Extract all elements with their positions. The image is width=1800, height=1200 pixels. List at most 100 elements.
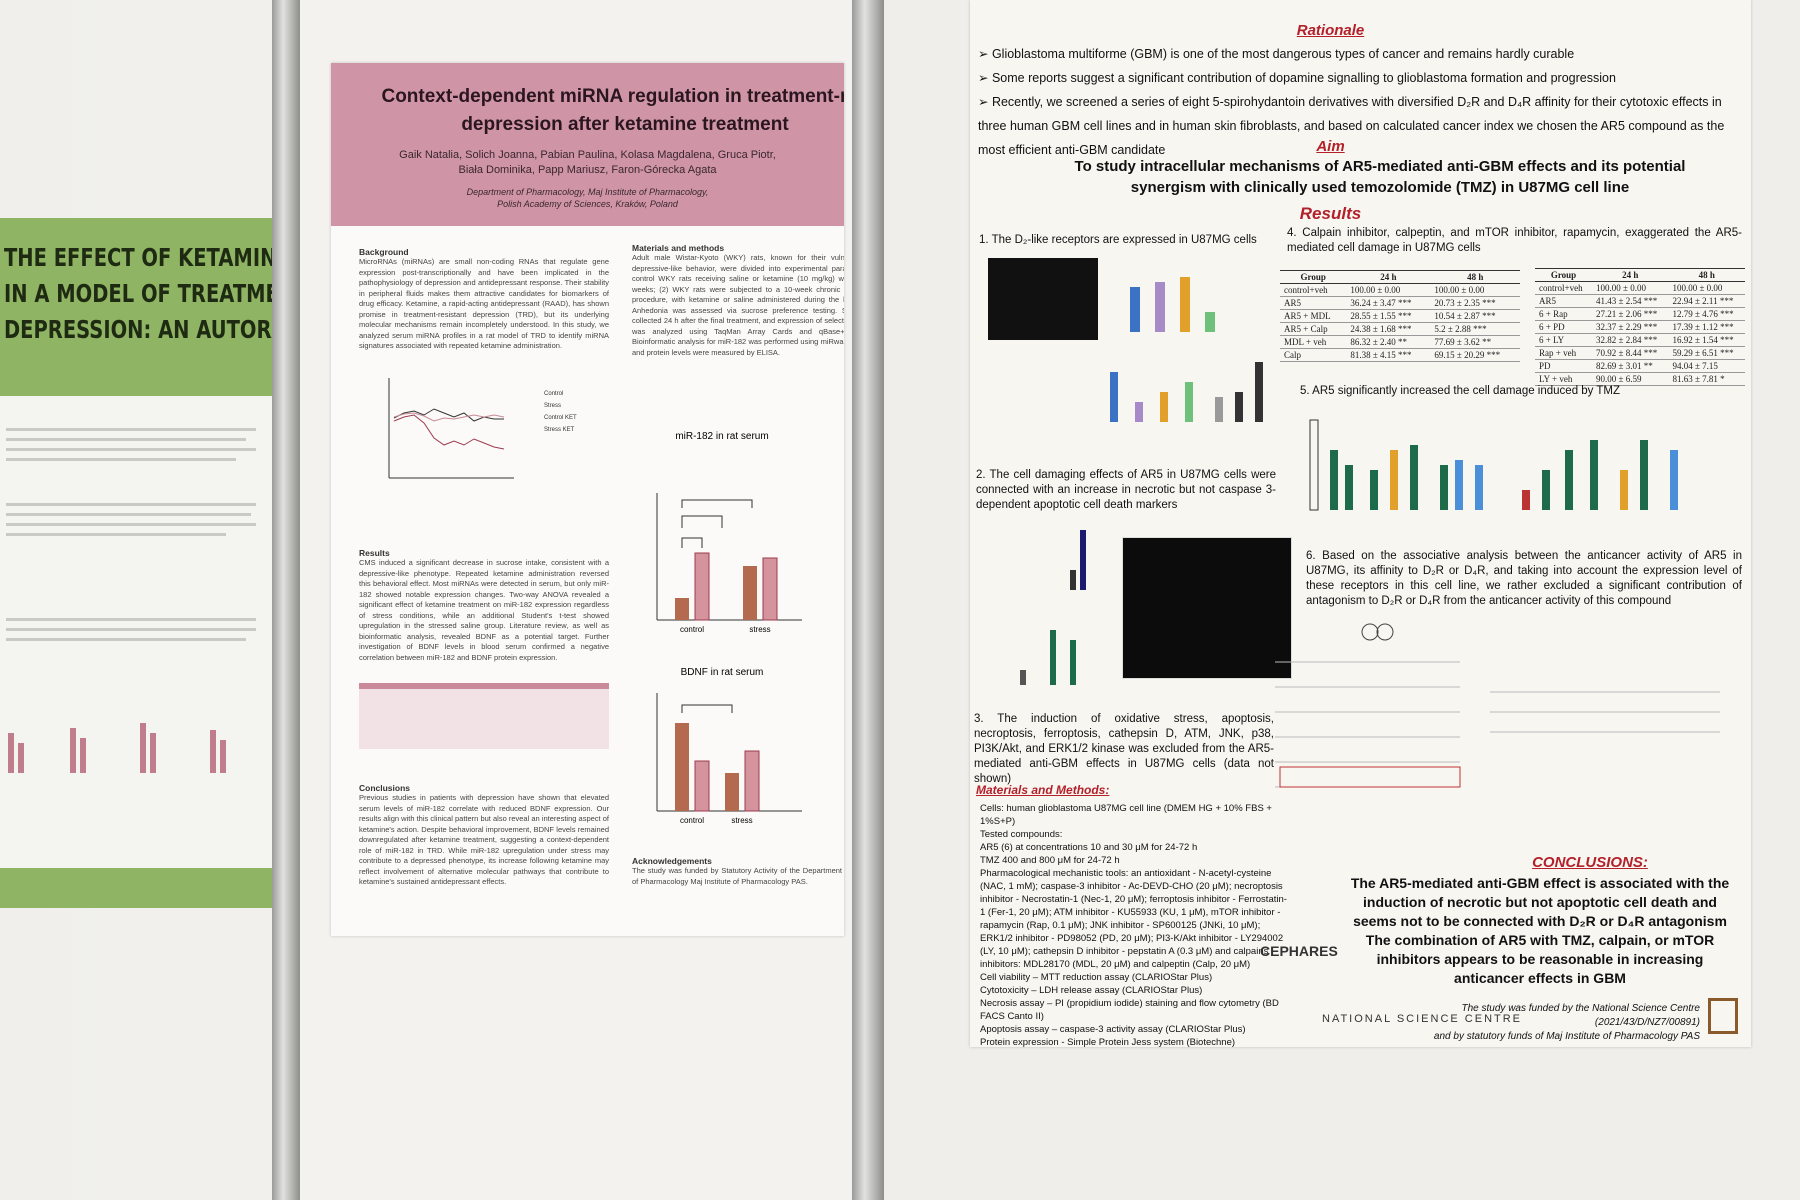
- section: Results CMS induced a significant decrea…: [359, 548, 609, 663]
- table-cell: 82.69 ± 3.01 **: [1592, 359, 1669, 373]
- aim-text: To study intracellular mechanisms of AR5…: [1074, 158, 1686, 196]
- figure: [1275, 623, 1720, 788]
- data-table: Group 24 h 48 h control+veh 100.00 ± 0.00 100…: [1280, 270, 1520, 362]
- section: Conclusions Previous studies in patients…: [359, 783, 609, 888]
- poster-title: Context-dependent miRNA regulation in tr…: [345, 83, 844, 139]
- title-line: IN A MODEL OF TREATMENT: [4, 279, 272, 308]
- text-line: Cytotoxicity – LDH release assay (CLARIO…: [980, 985, 1203, 996]
- figure: [1020, 530, 1086, 685]
- group-label: control: [680, 816, 704, 825]
- section-heading: Aim: [1316, 138, 1345, 155]
- chart-title: miR-182 in rat serum: [675, 431, 769, 442]
- table-cell: 81.63 ± 7.81 *: [1668, 372, 1745, 386]
- section-heading: Materials and Methods:: [976, 783, 1110, 797]
- section-text: MicroRNAs (miRNAs) are small non-coding …: [359, 257, 609, 350]
- result-item: 5. AR5 significantly increased the cell …: [1300, 385, 1621, 397]
- legend-label: Control KET: [544, 415, 577, 421]
- text-line: Pharmacological mechanistic tools: an an…: [980, 868, 1287, 970]
- text-line: Protein expression - Simple Protein Jess…: [980, 1037, 1236, 1047]
- result-item: 6. Based on the associative analysis bet…: [1306, 550, 1742, 607]
- table-cell: 59.29 ± 6.51 ***: [1668, 346, 1745, 360]
- table-cell: 17.39 ± 1.12 ***: [1668, 320, 1745, 334]
- funding: The study was funded by the National Sci…: [1410, 1002, 1700, 1044]
- table-cell: 100.00 ± 0.00: [1430, 283, 1520, 297]
- table-cell: 32.37 ± 2.29 ***: [1592, 320, 1669, 334]
- line-chart: Control Stress Control KET Stress KET: [388, 378, 577, 479]
- table-cell: 6 + LY: [1535, 333, 1592, 347]
- microscopy-image: [1122, 537, 1292, 679]
- poster-header: [331, 63, 844, 226]
- section-heading: Background: [359, 247, 409, 257]
- frame-post: [272, 0, 300, 1200]
- table-cell: 70.92 ± 8.44 ***: [1592, 346, 1669, 360]
- text-line: Recently, we screened a series of eight …: [978, 90, 1738, 162]
- title-line: DEPRESSION: AN AUTORADIOG: [4, 315, 272, 344]
- table-cell: 36.24 ± 3.47 ***: [1346, 296, 1431, 310]
- table-cell: AR5 + Calp: [1280, 322, 1347, 336]
- conclusions: The AR5-mediated anti-GBM effect is asso…: [1340, 874, 1740, 988]
- table-cell: 10.54 ± 2.87 ***: [1430, 309, 1520, 323]
- text-line: The AR5-mediated anti-GBM effect is asso…: [1350, 875, 1730, 929]
- table-cell: Calp: [1280, 348, 1347, 362]
- header-cell: 48 h: [1430, 270, 1520, 284]
- bar-chart: control stress: [656, 493, 802, 634]
- section-text: CMS induced a significant decrease in su…: [359, 558, 609, 662]
- table-cell: 5.2 ± 2.88 ***: [1430, 322, 1520, 336]
- table-cell: 12.79 ± 4.76 ***: [1668, 307, 1745, 321]
- result-item: 2. The cell damaging effects of AR5 in U…: [976, 469, 1276, 511]
- table-cell: 28.55 ± 1.55 ***: [1346, 309, 1431, 323]
- table-cell: AR5: [1280, 296, 1347, 310]
- section: Background MicroRNAs (miRNAs) are small …: [359, 247, 609, 352]
- data-table: Group 24 h 48 h control+veh 100.00 ± 0.00 100…: [1535, 268, 1745, 386]
- table-row: AR5 41.43 ± 2.54 *** 22.94 ± 2.11 ***: [1535, 294, 1745, 308]
- section-heading: Conclusions: [359, 783, 411, 793]
- header-cell: 48 h: [1668, 268, 1745, 282]
- bullets: Glioblastoma multiforme (GBM) is one of …: [978, 42, 1738, 162]
- legend-label: Stress: [544, 403, 561, 409]
- affiliation: Department of Pharmacology, Maj Institut…: [331, 186, 844, 210]
- header-cell: 24 h: [1346, 270, 1431, 284]
- text-line: Tested compounds:: [980, 829, 1063, 840]
- table-header: Group 24 h 48 h: [1280, 270, 1520, 284]
- section: Acknowledgements The study was funded by…: [632, 856, 842, 887]
- text-line: Biała Dominika, Papp Mariusz, Faron-Góre…: [458, 164, 717, 176]
- text-line: Department of Pharmacology, Maj Institut…: [466, 187, 709, 197]
- header-cell: 24 h: [1592, 268, 1669, 282]
- result-item: 3. The induction of oxidative stress, ap…: [974, 713, 1274, 785]
- methods-text: Cells: human glioblastoma U87MG cell lin…: [980, 802, 1290, 1047]
- result-item: 4. Calpain inhibitor, calpeptin, and mTO…: [1287, 227, 1742, 254]
- header-cell: Group: [1535, 268, 1592, 282]
- table-cell: 100.00 ± 0.00: [1592, 281, 1669, 295]
- section-heading: Rationale: [1296, 22, 1365, 39]
- table-row: control+veh 100.00 ± 0.00 100.00 ± 0.00: [1535, 281, 1745, 295]
- poster: Context-dependent miRNA regulation in tr…: [331, 63, 844, 936]
- text-line: Apoptosis assay – caspase-3 activity ass…: [980, 1024, 1246, 1035]
- group-label: control: [680, 625, 704, 634]
- text-line: AR5 (6) at concentrations 10 and 30 μM f…: [980, 842, 1198, 853]
- figure: [1110, 277, 1263, 422]
- table-cell: 86.32 ± 2.40 **: [1346, 335, 1431, 349]
- table-cell: 16.92 ± 1.54 ***: [1668, 333, 1745, 347]
- table-cell: AR5: [1535, 294, 1592, 308]
- table-row: Rap + veh 70.92 ± 8.44 *** 59.29 ± 6.51 **…: [1535, 346, 1745, 360]
- table-row: Calp 81.38 ± 4.15 *** 69.15 ± 20.29 ***: [1280, 348, 1520, 362]
- table-row: MDL + veh 86.32 ± 2.40 ** 77.69 ± 3.62 **: [1280, 335, 1520, 349]
- table-cell: 90.00 ± 6.59: [1592, 372, 1669, 386]
- table-row: AR5 36.24 ± 3.47 *** 20.73 ± 2.35 ***: [1280, 296, 1520, 310]
- table-header: Group 24 h 48 h: [1535, 268, 1745, 282]
- gene-table: [359, 683, 609, 749]
- section-heading: CONCLUSIONS:: [1532, 854, 1648, 871]
- section-heading: Results: [359, 548, 390, 558]
- text-line: and by statutory funds of Maj Institute …: [1433, 1031, 1700, 1042]
- text-line: Glioblastoma multiforme (GBM) is one of …: [978, 42, 1738, 66]
- title-line: Context-dependent miRNA regulation in tr…: [381, 86, 844, 107]
- authors: Gaik Natalia, Solich Joanna, Pabian Paul…: [331, 148, 844, 178]
- table-cell: 27.21 ± 2.06 ***: [1592, 307, 1669, 321]
- table-cell: 24.38 ± 1.68 ***: [1346, 322, 1431, 336]
- table-cell: 20.73 ± 2.35 ***: [1430, 296, 1520, 310]
- section-text: Adult male Wistar-Kyoto (WKY) rats, know…: [632, 253, 844, 357]
- table-cell: 100.00 ± 0.00: [1346, 283, 1431, 297]
- microscopy-image: [988, 258, 1098, 340]
- table-cell: 69.15 ± 20.29 ***: [1430, 348, 1520, 362]
